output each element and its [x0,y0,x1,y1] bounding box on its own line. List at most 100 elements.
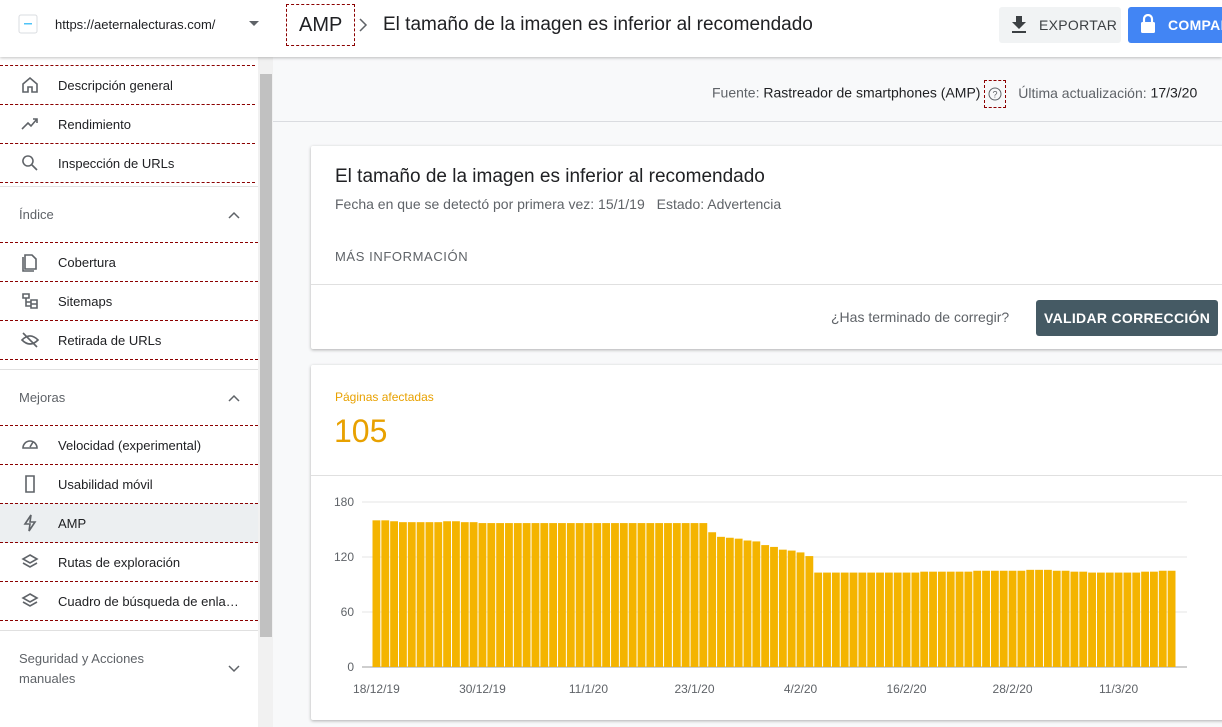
nav-label: Cobertura [58,254,116,270]
icon-shape [22,254,37,272]
bar [902,572,911,667]
source-bar: Fuente: Rastreador de smartphones (AMP) … [273,57,1222,122]
bar [725,537,734,667]
bar [443,521,452,667]
bar [602,523,611,667]
nav-item[interactable]: Cuadro de búsqueda de enla… [0,581,258,621]
issue-title: El tamaño de la imagen es inferior al re… [335,166,765,187]
bar [999,570,1008,667]
status-label: Estado: [656,196,705,212]
bar [407,522,416,667]
bar [787,550,796,667]
bar [619,523,628,667]
sidebar: Descripción general Rendimiento Inspección… [0,57,258,727]
nav-item[interactable]: Usabilidad móvil [0,464,258,504]
y-tick-label: 180 [334,495,354,509]
bar [884,572,893,667]
nav-icon [22,155,38,171]
bar [1132,572,1141,667]
bar [372,520,381,667]
bar [831,572,840,667]
icon-shape [21,554,39,568]
bar [505,523,513,667]
nav-section: Índice Cobertura Sitemaps Retirada de URLs [0,186,258,369]
bar [699,523,708,667]
icon-shape [22,440,38,449]
nav-icon [23,514,37,532]
nav-label: Usabilidad móvil [58,476,153,492]
nav-label: Descripción general [58,77,173,93]
nav-item[interactable]: Rendimiento [0,104,255,144]
section-header[interactable]: Mejoras [0,369,258,425]
nav-label: AMP [58,515,87,531]
section-header[interactable]: Seguridad y Acciones manuales [0,630,258,706]
icon-shape [22,76,38,93]
bar [876,572,884,667]
nav-label: Sitemaps [58,293,113,309]
nav-item[interactable]: Rutas de exploración [0,542,258,582]
bar [611,523,619,667]
share-button[interactable]: COMPARTIR [1128,7,1222,43]
bar [575,523,584,667]
nav-item[interactable]: Cobertura [0,242,258,282]
bar [955,571,964,667]
chart-card: Páginas afectadas 105 0 60 120 180 18/12/19 3… [311,365,1222,720]
nav-group: Descripción general Rendimiento Inspección… [0,57,258,186]
more-info-link[interactable]: MÁS INFORMACIÓN [335,249,469,264]
bar [549,523,558,667]
help-icon[interactable]: ? [984,80,1007,108]
bar [805,556,814,667]
bar [566,523,575,667]
chevron-shape [228,211,240,219]
fix-question: ¿Has terminado de corregir? [831,309,1010,325]
bar [929,571,937,667]
bar [1114,572,1123,667]
nav-icon [22,293,38,309]
top-bar: https://aeternalecturas.com/ AMP El tama… [0,0,1222,57]
property-selector[interactable]: https://aeternalecturas.com/ [18,14,260,34]
nav-label: Cuadro de búsqueda de enla… [58,593,239,609]
bar [637,523,646,667]
bar [390,521,399,667]
bar [469,522,478,667]
download-icon [1012,16,1026,33]
bar [937,571,946,667]
nav-item[interactable]: Retirada de URLs [0,320,258,360]
bar [946,571,955,667]
nav-icon [21,593,39,607]
x-tick-label: 23/1/20 [674,682,714,696]
breadcrumb[interactable]: AMP [286,4,356,46]
export-label: EXPORTAR [1039,17,1118,33]
scrollbar-thumb[interactable] [260,74,272,637]
validate-button[interactable]: VALIDAR CORRECCIÓN [1036,300,1219,336]
nav-section: Seguridad y Acciones manuales [0,630,258,706]
export-button[interactable]: EXPORTAR [999,7,1121,43]
nav-label: Rutas de exploración [58,554,181,570]
x-tick-label: 16/2/20 [887,682,927,696]
section-header[interactable]: Índice [0,186,258,242]
nav-item[interactable]: AMP [0,503,258,543]
detected-value: 15/1/19 [598,196,645,212]
bar [628,523,637,667]
nav-item[interactable]: Descripción general [0,65,255,105]
nav-item[interactable]: Velocidad (experimental) [0,425,258,465]
nav-item[interactable]: Inspección de URLs [0,143,255,183]
issue-meta: Fecha en que se detectó por primera vez:… [335,196,781,212]
bar [867,572,876,667]
bar [1035,569,1043,667]
bar [1167,570,1176,667]
bar [849,572,858,667]
nav-item[interactable]: Sitemaps [0,281,258,321]
section-title: Seguridad y Acciones manuales [19,650,145,686]
bar [540,523,549,667]
bar [1141,571,1149,667]
bar [973,570,982,667]
y-tick-label: 120 [334,550,354,564]
icon-shape [22,293,38,309]
icon-shape [25,475,35,493]
icon-shape [23,514,37,532]
bar [778,549,787,667]
nav-icon [20,332,40,348]
breadcrumb-chevron [359,18,368,32]
